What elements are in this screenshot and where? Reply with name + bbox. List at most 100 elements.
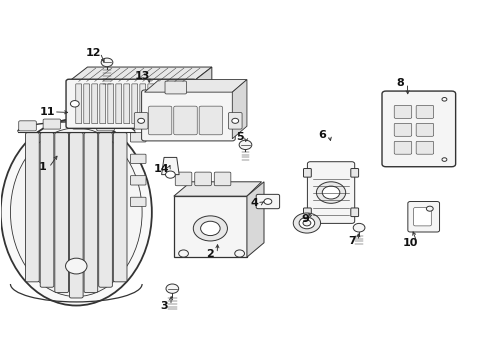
Polygon shape xyxy=(161,157,179,175)
Text: 12: 12 xyxy=(85,48,101,58)
FancyBboxPatch shape xyxy=(140,84,145,124)
Circle shape xyxy=(239,140,251,149)
Circle shape xyxy=(165,284,178,293)
FancyBboxPatch shape xyxy=(134,113,148,129)
Circle shape xyxy=(200,221,220,235)
FancyBboxPatch shape xyxy=(307,162,354,224)
Polygon shape xyxy=(144,80,246,92)
FancyBboxPatch shape xyxy=(43,119,61,129)
Circle shape xyxy=(299,217,314,229)
Text: 3: 3 xyxy=(160,301,167,311)
Polygon shape xyxy=(69,67,211,81)
Polygon shape xyxy=(232,80,246,139)
FancyBboxPatch shape xyxy=(142,90,235,141)
FancyBboxPatch shape xyxy=(99,133,112,287)
Text: 1: 1 xyxy=(38,162,46,172)
Circle shape xyxy=(234,250,244,257)
FancyBboxPatch shape xyxy=(147,84,153,124)
Polygon shape xyxy=(173,182,261,196)
Text: 14: 14 xyxy=(154,164,169,174)
FancyBboxPatch shape xyxy=(113,133,127,282)
FancyBboxPatch shape xyxy=(214,172,230,186)
Polygon shape xyxy=(173,196,246,257)
Circle shape xyxy=(65,258,87,274)
FancyBboxPatch shape xyxy=(415,105,433,118)
FancyBboxPatch shape xyxy=(130,176,146,185)
FancyBboxPatch shape xyxy=(116,84,122,124)
Ellipse shape xyxy=(0,119,152,306)
FancyBboxPatch shape xyxy=(350,168,358,177)
FancyBboxPatch shape xyxy=(180,84,185,124)
Circle shape xyxy=(426,206,432,211)
FancyBboxPatch shape xyxy=(381,91,455,167)
FancyBboxPatch shape xyxy=(108,84,113,124)
Circle shape xyxy=(441,98,446,101)
Circle shape xyxy=(193,216,227,241)
Text: 11: 11 xyxy=(39,107,55,117)
Text: 13: 13 xyxy=(134,71,149,81)
FancyBboxPatch shape xyxy=(407,202,439,232)
Text: 5: 5 xyxy=(235,132,243,142)
Text: 6: 6 xyxy=(318,130,326,140)
FancyBboxPatch shape xyxy=(83,84,89,124)
FancyBboxPatch shape xyxy=(228,113,242,129)
FancyBboxPatch shape xyxy=(92,84,98,124)
FancyBboxPatch shape xyxy=(164,81,186,94)
FancyBboxPatch shape xyxy=(303,208,311,217)
FancyBboxPatch shape xyxy=(130,154,146,163)
Circle shape xyxy=(138,118,144,123)
Circle shape xyxy=(183,100,191,107)
FancyBboxPatch shape xyxy=(19,121,36,131)
FancyBboxPatch shape xyxy=(393,105,411,118)
FancyBboxPatch shape xyxy=(25,133,39,282)
FancyBboxPatch shape xyxy=(132,84,138,124)
FancyBboxPatch shape xyxy=(393,141,411,154)
Circle shape xyxy=(316,182,345,203)
Text: 8: 8 xyxy=(396,78,404,88)
FancyBboxPatch shape xyxy=(84,133,98,293)
FancyBboxPatch shape xyxy=(350,208,358,217)
Text: 4: 4 xyxy=(250,198,258,208)
FancyBboxPatch shape xyxy=(148,106,171,135)
Polygon shape xyxy=(246,182,264,257)
FancyBboxPatch shape xyxy=(199,106,222,135)
Circle shape xyxy=(293,213,320,233)
FancyBboxPatch shape xyxy=(163,84,169,124)
FancyBboxPatch shape xyxy=(303,168,311,177)
FancyBboxPatch shape xyxy=(55,133,68,293)
FancyBboxPatch shape xyxy=(194,172,211,186)
Circle shape xyxy=(303,220,310,226)
Ellipse shape xyxy=(10,128,142,297)
FancyBboxPatch shape xyxy=(256,194,279,209)
Circle shape xyxy=(101,58,113,67)
FancyBboxPatch shape xyxy=(415,123,433,136)
Circle shape xyxy=(70,100,79,107)
Text: 7: 7 xyxy=(347,236,355,246)
Text: 10: 10 xyxy=(402,238,417,248)
FancyBboxPatch shape xyxy=(97,121,114,131)
Text: 2: 2 xyxy=(206,248,214,258)
Circle shape xyxy=(231,118,238,123)
Circle shape xyxy=(352,224,364,232)
Circle shape xyxy=(322,186,339,199)
FancyBboxPatch shape xyxy=(130,197,146,207)
FancyBboxPatch shape xyxy=(123,84,129,124)
FancyBboxPatch shape xyxy=(76,84,81,124)
FancyBboxPatch shape xyxy=(130,133,146,142)
FancyBboxPatch shape xyxy=(173,106,197,135)
FancyBboxPatch shape xyxy=(172,84,178,124)
FancyBboxPatch shape xyxy=(69,133,83,298)
FancyBboxPatch shape xyxy=(40,133,54,287)
Polygon shape xyxy=(193,67,211,126)
FancyBboxPatch shape xyxy=(72,119,90,129)
FancyBboxPatch shape xyxy=(413,208,430,226)
Text: 9: 9 xyxy=(301,215,309,224)
Circle shape xyxy=(264,199,271,204)
Circle shape xyxy=(441,158,446,161)
FancyBboxPatch shape xyxy=(393,123,411,136)
FancyBboxPatch shape xyxy=(175,172,191,186)
Circle shape xyxy=(165,171,175,178)
FancyBboxPatch shape xyxy=(66,79,196,129)
FancyBboxPatch shape xyxy=(156,84,162,124)
Circle shape xyxy=(178,250,188,257)
